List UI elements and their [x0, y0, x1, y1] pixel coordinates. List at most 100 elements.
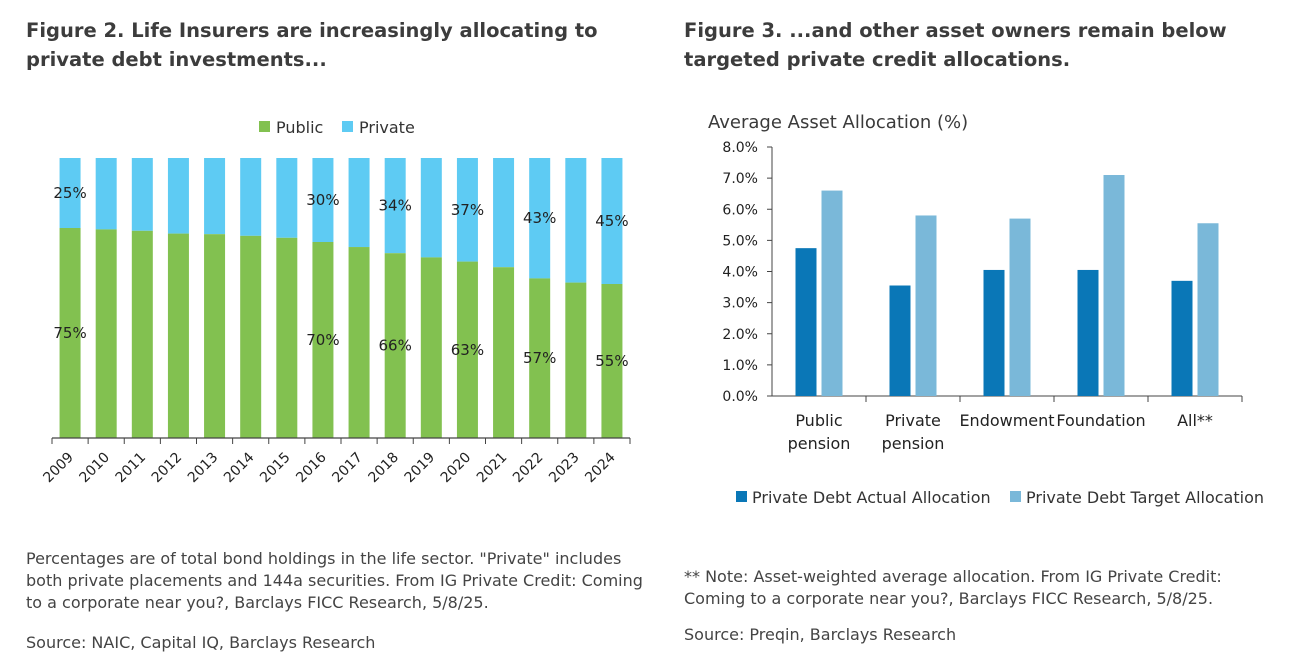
legend-label-target: Private Debt Target Allocation [1026, 488, 1264, 507]
bar-private-2021 [493, 158, 515, 268]
data-label-public-2009: 75% [53, 324, 86, 342]
bar-private-2020 [456, 158, 478, 262]
data-label-private-2022: 43% [523, 209, 556, 227]
bar-actual-all [1171, 280, 1193, 396]
data-label-public-2022: 57% [523, 349, 556, 367]
x-tick-label-2010: 2010 [77, 450, 114, 487]
data-label-public-2020: 63% [451, 341, 484, 359]
data-label-public-2016: 70% [306, 331, 339, 349]
bar-actual-foundation [1077, 269, 1099, 396]
bar-public-2020 [456, 261, 478, 438]
x-tick-label-2020: 2020 [438, 450, 475, 487]
x-tick-label-2009: 2009 [40, 450, 77, 487]
bar-public-2021 [493, 267, 515, 438]
x-tick-label-publicpension: Public [795, 411, 842, 430]
legend-label-private: Private [359, 118, 415, 137]
x-tick-label-2017: 2017 [329, 450, 366, 487]
bar-private-2018 [384, 158, 406, 254]
bar-private-2009 [59, 158, 81, 228]
x-tick-label-publicpension: pension [788, 434, 851, 453]
bar-public-2013 [204, 234, 226, 438]
bar-public-2018 [384, 253, 406, 438]
bar-public-2024 [601, 284, 623, 438]
bar-public-2011 [131, 230, 153, 438]
bar-target-publicpension [821, 190, 843, 396]
figure-3-title: Figure 3. ...and other asset owners rema… [684, 19, 1227, 71]
figure-3-note: ** Note: Asset-weighted average allocati… [684, 567, 1222, 608]
x-tick-label-endowment: Endowment [959, 411, 1054, 430]
legend-swatch-actual [736, 491, 747, 502]
legend-swatch-target [1010, 491, 1021, 502]
figure-3-source: Source: Preqin, Barclays Research [684, 625, 957, 644]
y-tick-label: 4.0% [722, 265, 758, 281]
bar-private-2016 [312, 158, 334, 242]
x-tick-label-2023: 2023 [546, 450, 583, 487]
bar-public-2022 [529, 278, 551, 438]
x-tick-label-2014: 2014 [221, 449, 258, 486]
bar-private-2012 [167, 158, 189, 234]
data-label-public-2018: 66% [379, 337, 412, 355]
figure-3-panel: Figure 3. ...and other asset owners rema… [650, 0, 1292, 668]
legend-label-actual: Private Debt Actual Allocation [752, 488, 991, 507]
figure-2-panel: Figure 2. Life Insurers are increasingly… [26, 19, 643, 652]
bar-public-2014 [240, 235, 262, 438]
legend-label-public: Public [276, 118, 323, 137]
bar-public-2015 [276, 237, 298, 438]
x-tick-label-2024: 2024 [582, 449, 619, 486]
bar-public-2017 [348, 247, 370, 438]
x-tick-label-2013: 2013 [185, 450, 222, 487]
x-tick-label-all: All** [1177, 411, 1213, 430]
bar-public-2009 [59, 228, 81, 438]
legend-swatch-private [342, 121, 353, 132]
bar-actual-privatepension [889, 285, 911, 396]
data-label-public-2024: 55% [595, 352, 628, 370]
x-tick-label-privatepension: Private [885, 411, 941, 430]
x-tick-label-2011: 2011 [113, 450, 150, 487]
x-tick-label-foundation: Foundation [1056, 411, 1145, 430]
bar-private-2019 [420, 158, 442, 258]
data-label-private-2016: 30% [306, 191, 339, 209]
y-tick-label: 2.0% [722, 327, 758, 343]
bar-target-privatepension [915, 215, 937, 396]
chart-title: Average Asset Allocation (%) [708, 112, 968, 133]
bar-private-2011 [131, 158, 153, 231]
x-tick-label-2019: 2019 [402, 450, 439, 487]
y-tick-label: 0.0% [722, 389, 758, 405]
bar-private-2024 [601, 158, 623, 284]
bar-public-2012 [167, 233, 189, 438]
bar-public-2019 [420, 257, 442, 438]
figure-2-note: Percentages are of total bond holdings i… [26, 549, 643, 612]
y-tick-label: 6.0% [722, 202, 758, 218]
bar-target-endowment [1009, 218, 1031, 396]
x-tick-label-2021: 2021 [474, 450, 511, 487]
bar-target-foundation [1103, 175, 1125, 396]
bar-private-2013 [204, 158, 226, 235]
y-tick-label: 5.0% [722, 233, 758, 249]
figure-3-chart: Average Asset Allocation (%) 0.0% 1.0% 2.0%… [708, 112, 1264, 507]
bar-private-2010 [95, 158, 117, 230]
x-tick-label-2015: 2015 [257, 450, 294, 487]
x-tick-label-privatepension: pension [882, 434, 945, 453]
y-tick-label: 1.0% [722, 358, 758, 374]
bar-public-2023 [565, 282, 587, 438]
x-tick-label-2012: 2012 [149, 450, 186, 487]
bar-private-2023 [565, 158, 587, 283]
data-label-private-2020: 37% [451, 201, 484, 219]
x-tick-label-2022: 2022 [510, 450, 547, 487]
y-tick-label: 7.0% [722, 171, 758, 187]
y-tick-label: 3.0% [722, 296, 758, 312]
figure-2-title: Figure 2. Life Insurers are increasingly… [26, 19, 598, 71]
bar-private-2022 [529, 158, 551, 279]
x-tick-label-2018: 2018 [366, 450, 403, 487]
data-label-private-2009: 25% [53, 184, 86, 202]
bar-actual-publicpension [795, 248, 817, 396]
x-tick-label-2016: 2016 [293, 449, 330, 486]
bar-actual-endowment [983, 269, 1005, 396]
figure-2-source: Source: NAIC, Capital IQ, Barclays Resea… [26, 633, 376, 652]
bar-target-all [1197, 223, 1219, 396]
bar-private-2014 [240, 158, 262, 236]
legend-swatch-public [259, 121, 270, 132]
bar-private-2015 [276, 158, 298, 238]
bar-public-2016 [312, 242, 334, 438]
